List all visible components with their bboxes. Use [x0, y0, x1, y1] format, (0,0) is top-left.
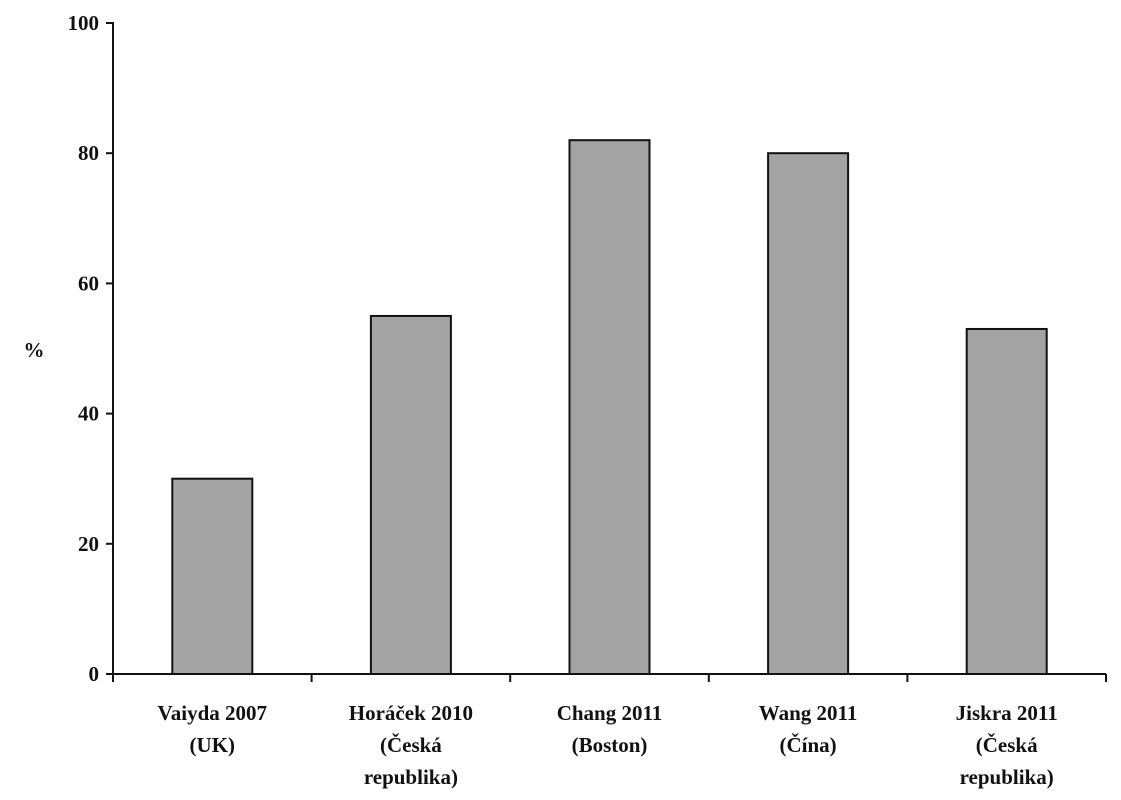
x-category-label-line: (Česká [380, 733, 442, 757]
x-category-label: Horáček 2010 (Česká republika) [349, 701, 473, 789]
x-category-label-line: Chang 2011 [557, 701, 663, 725]
x-category-label: Wang 2011 (Čína) [759, 701, 858, 757]
y-tick-label: 20 [78, 532, 99, 556]
x-category-label-line: Wang 2011 [759, 701, 858, 725]
x-category-label-line: Horáček 2010 [349, 701, 473, 725]
bar [965, 327, 1048, 675]
y-tick-label: 40 [78, 402, 99, 426]
x-ticks: Vaiyda 2007 (UK) Horáček 2010 (Česká republi… [112, 674, 1107, 789]
x-category-label-line: (UK) [190, 733, 236, 757]
x-category-label: Jiskra 2011 (Česká republika) [956, 701, 1058, 789]
x-category-label: Chang 2011 (Boston) [557, 701, 663, 757]
y-tick-label: 80 [78, 141, 99, 165]
bar [369, 314, 452, 675]
x-category-label-line: republika) [960, 765, 1054, 789]
x-category-label-line: Vaiyda 2007 [158, 701, 268, 725]
bars-group [171, 139, 1048, 676]
bar [767, 152, 850, 675]
y-tick-label: 100 [68, 11, 100, 35]
x-category-label-line: (Česká [976, 733, 1038, 757]
x-category-label-line: (Boston) [572, 733, 648, 757]
x-category-label-line: (Čína) [780, 733, 837, 757]
bar [171, 477, 254, 676]
y-tick-label: 60 [78, 271, 99, 295]
bar [568, 139, 651, 675]
x-category-label-line: Jiskra 2011 [956, 701, 1058, 725]
y-ticks: 0 20 40 60 80 100 [68, 11, 113, 686]
y-axis-label: % [24, 338, 45, 362]
y-tick-label: 0 [89, 662, 100, 686]
x-category-label-line: republika) [364, 765, 458, 789]
x-category-label: Vaiyda 2007 (UK) [158, 701, 268, 757]
